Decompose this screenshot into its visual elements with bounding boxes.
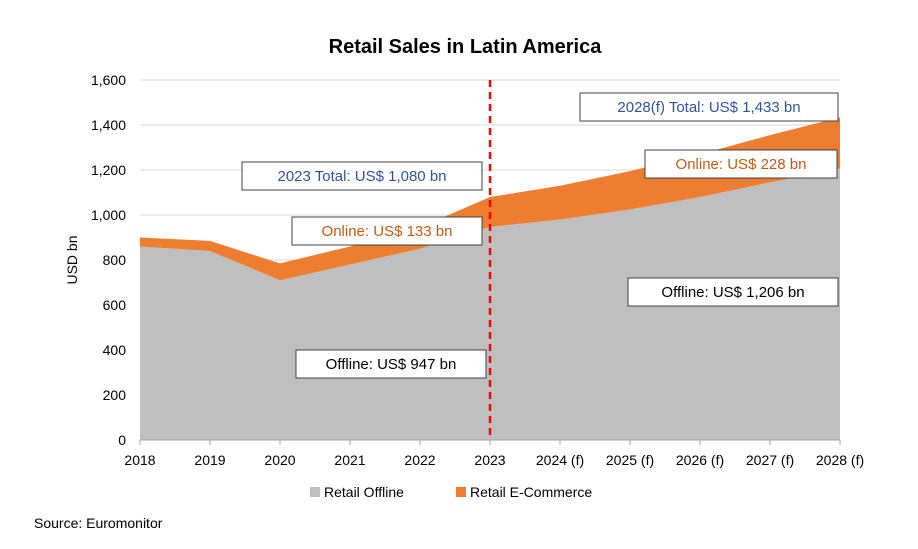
x-tick-label: 2028 (f) xyxy=(816,452,864,468)
x-tick-label: 2021 xyxy=(334,452,365,468)
annotation-text: Online: US$ 133 bn xyxy=(322,223,453,240)
annotation-box: Offline: US$ 947 bn xyxy=(295,349,487,379)
y-tick-label: 1,400 xyxy=(91,117,126,133)
annotation-text: 2023 Total: US$ 1,080 bn xyxy=(277,168,446,185)
y-tick-label: 1,600 xyxy=(91,72,126,88)
annotations: 2023 Total: US$ 1,080 bn Online: US$ 133 … xyxy=(241,92,839,379)
x-tick-label: 2019 xyxy=(194,452,225,468)
source-note: Source: Euromonitor xyxy=(34,515,163,531)
annotation-box: Offline: US$ 1,206 bn xyxy=(627,277,839,307)
x-tick-label: 2027 (f) xyxy=(746,452,794,468)
x-tick-label: 2023 xyxy=(474,452,505,468)
legend-label: Retail Offline xyxy=(324,484,404,500)
legend-swatch xyxy=(456,487,466,497)
y-tick-label: 200 xyxy=(103,387,127,403)
chart-title: Retail Sales in Latin America xyxy=(329,36,603,58)
x-tick-label: 2026 (f) xyxy=(676,452,724,468)
x-tick-label: 2024 (f) xyxy=(536,452,584,468)
annotation-box: Online: US$ 228 bn xyxy=(644,149,838,179)
annotation-text: Offline: US$ 1,206 bn xyxy=(661,284,804,301)
annotation-box: Online: US$ 133 bn xyxy=(291,216,483,246)
y-tick-label: 400 xyxy=(103,342,127,358)
x-tick-label: 2018 xyxy=(124,452,155,468)
y-tick-label: 600 xyxy=(103,297,127,313)
y-axis-label: USD bn xyxy=(64,235,80,284)
annotation-box: 2028(f) Total: US$ 1,433 bn xyxy=(579,92,839,122)
annotation-text: 2028(f) Total: US$ 1,433 bn xyxy=(617,99,800,116)
y-tick-label: 1,000 xyxy=(91,207,126,223)
annotation-text: Offline: US$ 947 bn xyxy=(326,356,457,373)
x-tick-label: 2025 (f) xyxy=(606,452,654,468)
legend: Retail Offline Retail E-Commerce xyxy=(310,484,592,500)
annotation-text: Online: US$ 228 bn xyxy=(676,156,807,173)
y-tick-label: 800 xyxy=(103,252,127,268)
y-axis-ticks: 0 200 400 600 800 1,000 1,200 1,400 1,600 xyxy=(91,72,126,448)
y-tick-label: 1,200 xyxy=(91,162,126,178)
legend-swatch xyxy=(310,487,320,497)
x-axis-ticks: 2018 2019 2020 2021 2022 2023 2024 (f) 2025 (f)… xyxy=(124,440,864,468)
annotation-box: 2023 Total: US$ 1,080 bn xyxy=(241,161,483,191)
area-retail-ecommerce xyxy=(140,117,840,281)
x-tick-label: 2022 xyxy=(404,452,435,468)
x-tick-label: 2020 xyxy=(264,452,295,468)
y-tick-label: 0 xyxy=(118,432,126,448)
legend-label: Retail E-Commerce xyxy=(470,484,592,500)
